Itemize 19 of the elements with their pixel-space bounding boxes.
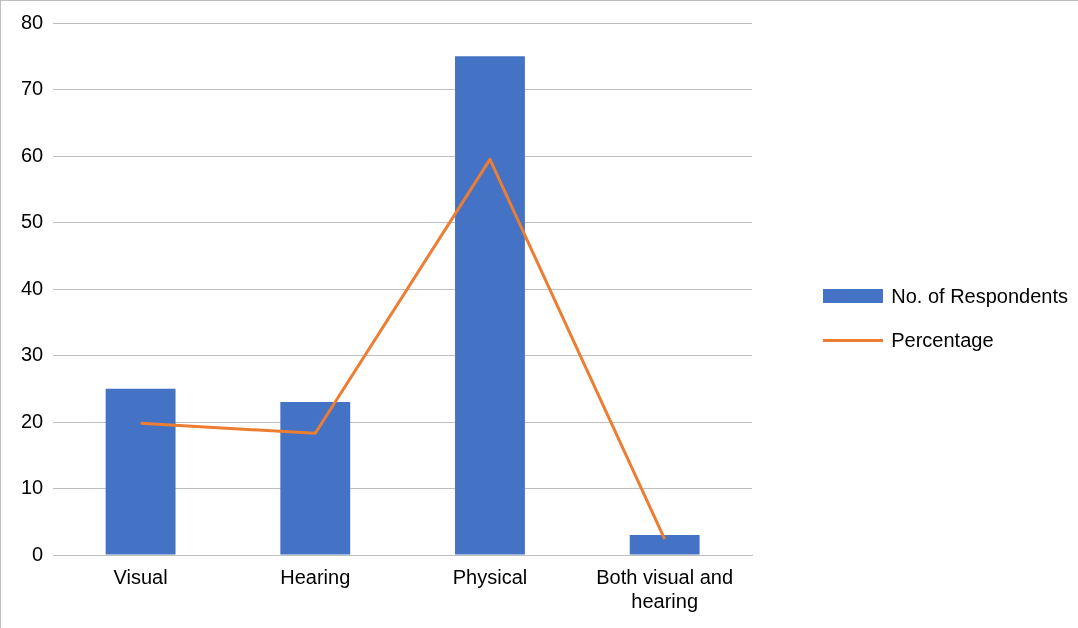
x-tick-label: Both visual and hearing xyxy=(596,565,734,612)
y-tick-label: 40 xyxy=(21,276,44,299)
bar xyxy=(455,56,525,555)
y-tick-label: 50 xyxy=(21,210,44,233)
bar xyxy=(105,388,176,555)
y-tick-label: 30 xyxy=(21,343,44,366)
y-tick-label: 20 xyxy=(21,409,44,432)
y-tick-label: 10 xyxy=(21,476,44,499)
legend-label: Percentage xyxy=(891,328,994,352)
bar xyxy=(280,402,351,555)
x-tick-label: Visual xyxy=(113,565,168,588)
x-tick-label: Hearing xyxy=(280,565,351,588)
y-tick-label: 80 xyxy=(21,10,44,33)
y-tick-label: 0 xyxy=(32,542,44,565)
legend-label: No. of Respondents xyxy=(891,284,1068,308)
y-tick-label: 70 xyxy=(21,77,44,100)
y-tick-label: 60 xyxy=(21,143,44,166)
x-tick-label: Physical xyxy=(452,565,528,588)
bar xyxy=(629,535,700,555)
